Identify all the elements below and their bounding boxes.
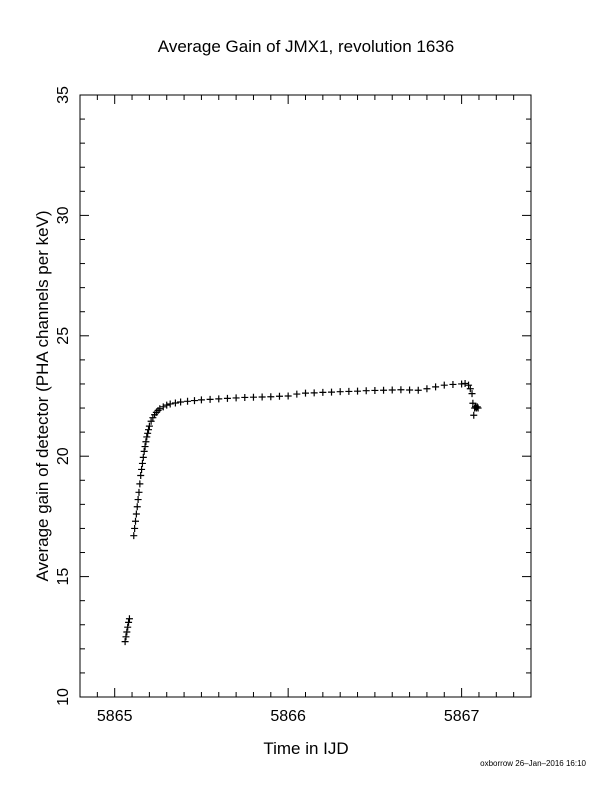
data-point — [121, 638, 129, 646]
data-point — [142, 438, 150, 446]
data-point — [249, 393, 257, 401]
data-point — [241, 393, 249, 401]
data-point — [470, 411, 478, 419]
data-point — [134, 496, 142, 504]
data-point — [468, 390, 476, 398]
x-axis-label: Time in IJD — [263, 739, 348, 758]
y-axis-ticks: 10 15 20 25 30 35 — [55, 86, 531, 706]
data-point — [135, 488, 143, 496]
data-point — [143, 433, 151, 441]
data-point — [166, 400, 174, 408]
data-point — [328, 388, 336, 396]
chart-title: Average Gain of JMX1, revolution 1636 — [158, 37, 454, 56]
data-point — [137, 471, 145, 479]
data-point — [145, 422, 153, 430]
data-point — [432, 383, 440, 391]
data-point — [131, 524, 139, 532]
footer-stamp: oxborrow 26–Jan–2016 16:10 — [480, 759, 586, 768]
data-point — [197, 396, 205, 404]
data-point — [406, 386, 414, 394]
data-point — [293, 390, 301, 398]
data-point — [362, 387, 370, 395]
data-point — [123, 628, 131, 636]
data-point — [138, 459, 146, 467]
data-point — [397, 386, 405, 394]
data-point — [125, 615, 133, 623]
data-point — [461, 379, 469, 387]
data-point — [136, 480, 144, 488]
y-tick-label: 15 — [55, 568, 72, 586]
data-point — [466, 385, 474, 393]
data-point — [141, 443, 149, 451]
data-point — [423, 385, 431, 393]
data-point — [474, 404, 482, 412]
x-tick-label: 5865 — [97, 708, 133, 725]
data-point — [232, 394, 240, 402]
data-point — [371, 386, 379, 394]
data-point — [215, 395, 223, 403]
data-point — [388, 386, 396, 394]
data-point — [440, 381, 448, 389]
data-point — [140, 447, 148, 455]
data-point — [336, 388, 344, 396]
data-point — [133, 503, 141, 511]
data-point — [449, 380, 457, 388]
x-axis-ticks: 5865 5866 5867 — [79, 95, 532, 725]
y-tick-label: 35 — [55, 86, 72, 104]
data-point — [310, 389, 318, 397]
data-point — [354, 387, 362, 395]
y-tick-label: 25 — [55, 327, 72, 345]
data-point — [124, 623, 132, 631]
data-point — [190, 397, 198, 405]
data-point — [380, 386, 388, 394]
data-point — [163, 401, 171, 409]
y-tick-label: 30 — [55, 206, 72, 224]
y-tick-label: 20 — [55, 447, 72, 465]
data-point — [302, 389, 309, 397]
data-point — [138, 465, 146, 473]
data-point — [132, 517, 140, 525]
data-points — [121, 379, 482, 646]
data-point — [139, 453, 147, 461]
data-point — [177, 398, 185, 406]
data-point — [469, 399, 477, 407]
data-point — [414, 386, 422, 394]
data-point — [159, 403, 167, 411]
x-tick-label: 5866 — [270, 708, 306, 725]
data-point — [125, 618, 133, 626]
data-point — [171, 399, 179, 407]
data-point — [319, 388, 327, 396]
data-point — [267, 393, 275, 401]
data-point — [144, 429, 152, 437]
x-tick-label: 5867 — [444, 708, 480, 725]
data-point — [132, 510, 140, 518]
data-point — [473, 403, 481, 411]
data-point — [275, 392, 283, 400]
y-tick-label: 10 — [55, 688, 72, 706]
data-point — [122, 633, 130, 641]
data-point — [184, 397, 192, 405]
data-point — [145, 426, 153, 434]
data-point — [258, 393, 266, 401]
data-point — [130, 532, 138, 540]
data-point — [147, 417, 155, 425]
data-point — [284, 392, 292, 400]
data-point — [206, 395, 214, 403]
data-point — [223, 394, 231, 402]
data-point — [465, 381, 473, 389]
data-point — [345, 387, 353, 395]
y-axis-label: Average gain of detector (PHA channels p… — [33, 210, 52, 581]
